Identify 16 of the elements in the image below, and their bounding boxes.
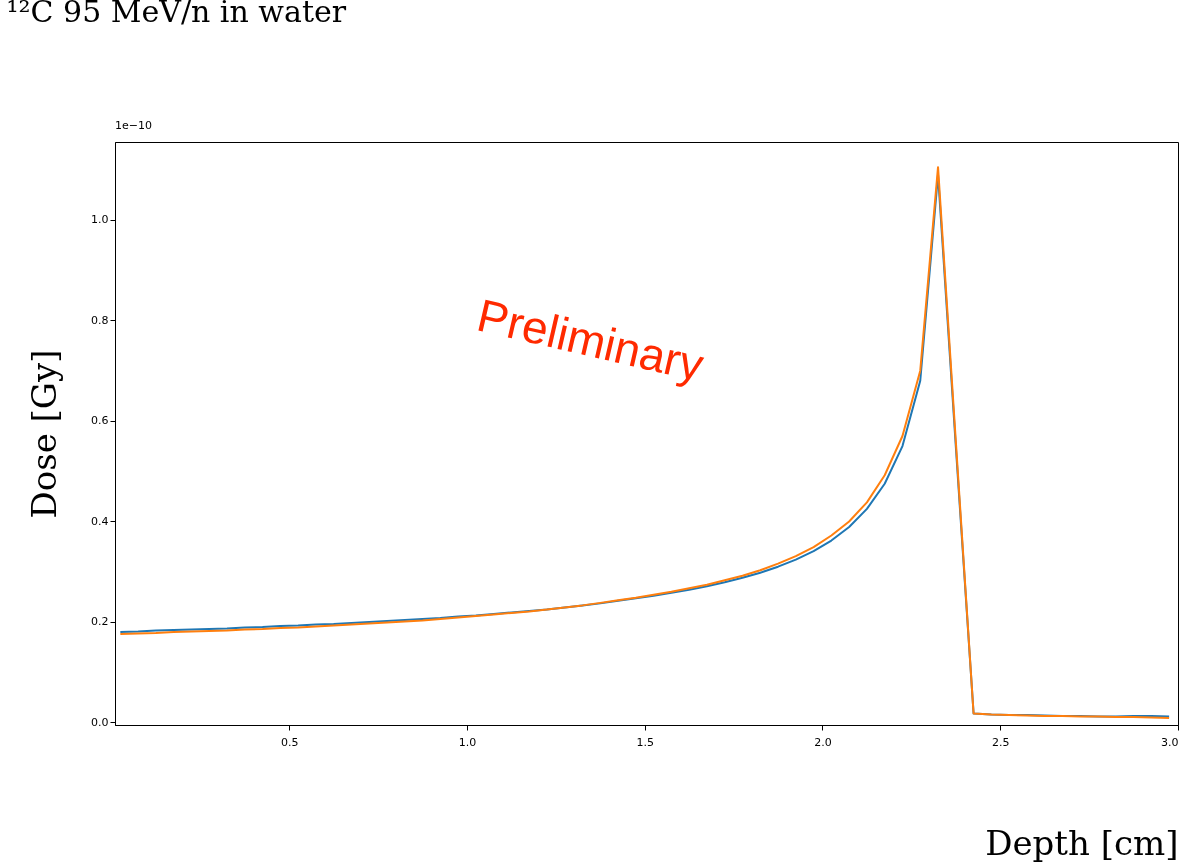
x-tick-label: 3.0 xyxy=(1161,735,1179,749)
x-axis-title: Depth [cm] xyxy=(985,822,1179,862)
x-tick-label: 1.5 xyxy=(636,735,654,749)
y-tick-label: 0.2 xyxy=(91,615,109,629)
text: 1e−10 xyxy=(115,119,152,132)
x-tick-label: 2.5 xyxy=(991,735,1010,749)
y-tick-label: 0.8 xyxy=(91,313,109,327)
y-tick-label: 0.6 xyxy=(91,414,109,428)
y-axis-title: Dose [Gy] xyxy=(24,349,65,519)
y-tick-label: 0.4 xyxy=(91,514,109,528)
x-tick-label: 0.5 xyxy=(280,735,299,749)
chart-title: ¹²C 95 MeV/n in water xyxy=(6,0,347,29)
x-tick-label: 1.0 xyxy=(458,735,477,749)
x-tick-label: 2.0 xyxy=(814,735,832,749)
y-tick-label: 0.0 xyxy=(91,715,109,729)
y-tick-label: 1.0 xyxy=(91,213,109,227)
